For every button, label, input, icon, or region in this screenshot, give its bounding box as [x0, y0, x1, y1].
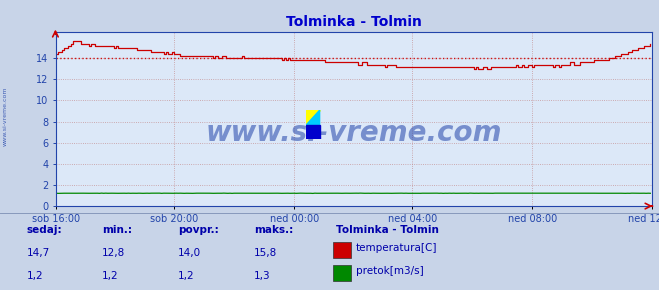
Text: 14,0: 14,0	[178, 248, 201, 258]
Text: 15,8: 15,8	[254, 248, 277, 258]
Text: povpr.:: povpr.:	[178, 225, 219, 235]
Text: 1,2: 1,2	[26, 271, 43, 281]
Text: www.si-vreme.com: www.si-vreme.com	[206, 119, 502, 147]
Polygon shape	[306, 110, 320, 125]
Polygon shape	[306, 125, 320, 139]
Text: sedaj:: sedaj:	[26, 225, 62, 235]
Text: min.:: min.:	[102, 225, 132, 235]
Title: Tolminka - Tolmin: Tolminka - Tolmin	[286, 15, 422, 29]
Text: pretok[m3/s]: pretok[m3/s]	[356, 266, 424, 276]
Text: 1,2: 1,2	[178, 271, 194, 281]
Text: 1,3: 1,3	[254, 271, 270, 281]
Text: 12,8: 12,8	[102, 248, 125, 258]
Text: 1,2: 1,2	[102, 271, 119, 281]
Polygon shape	[306, 110, 320, 125]
Text: www.si-vreme.com: www.si-vreme.com	[3, 86, 8, 146]
Text: maks.:: maks.:	[254, 225, 293, 235]
Text: 14,7: 14,7	[26, 248, 49, 258]
Text: Tolminka - Tolmin: Tolminka - Tolmin	[336, 225, 439, 235]
Text: temperatura[C]: temperatura[C]	[356, 243, 438, 253]
